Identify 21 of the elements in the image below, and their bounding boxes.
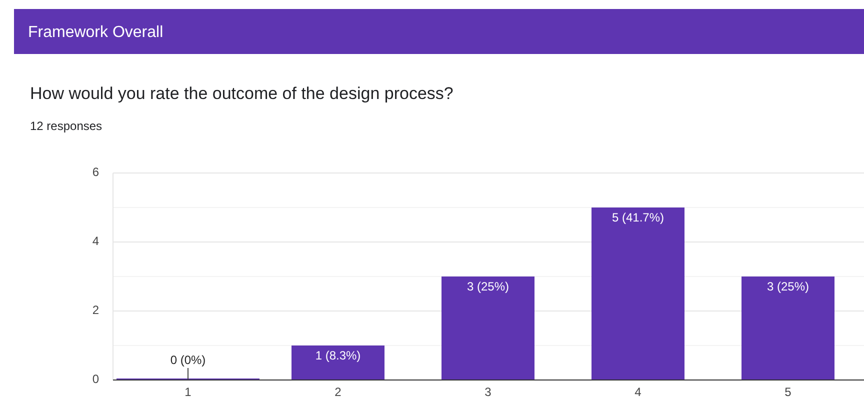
- x-tick-label: 3: [484, 385, 492, 399]
- y-tick-label: 0: [92, 372, 100, 386]
- bar: [442, 276, 534, 380]
- data-label: 3 (25%): [766, 280, 810, 294]
- y-tick-label: 2: [92, 303, 100, 318]
- data-label: 0 (0%): [170, 353, 206, 367]
- chart-title: How would you rate the outcome of the design process?: [30, 84, 454, 103]
- bar: [742, 276, 834, 380]
- data-label: 1 (8.3%): [315, 348, 361, 362]
- x-tick-label: 1: [184, 385, 192, 399]
- chart-subtitle: 12 responses: [30, 119, 102, 133]
- x-tick-label: 2: [334, 385, 342, 399]
- text: Framework Overall: [28, 24, 164, 42]
- data-label: 3 (25%): [466, 280, 510, 294]
- x-tick-label: 5: [784, 385, 792, 399]
- bar: [292, 346, 384, 380]
- x-tick-label: 4: [634, 385, 642, 399]
- bar: [592, 208, 684, 380]
- data-label: 5 (41.7%): [612, 210, 664, 224]
- y-tick-label: 4: [92, 234, 100, 248]
- y-tick-label: 6: [92, 165, 100, 180]
